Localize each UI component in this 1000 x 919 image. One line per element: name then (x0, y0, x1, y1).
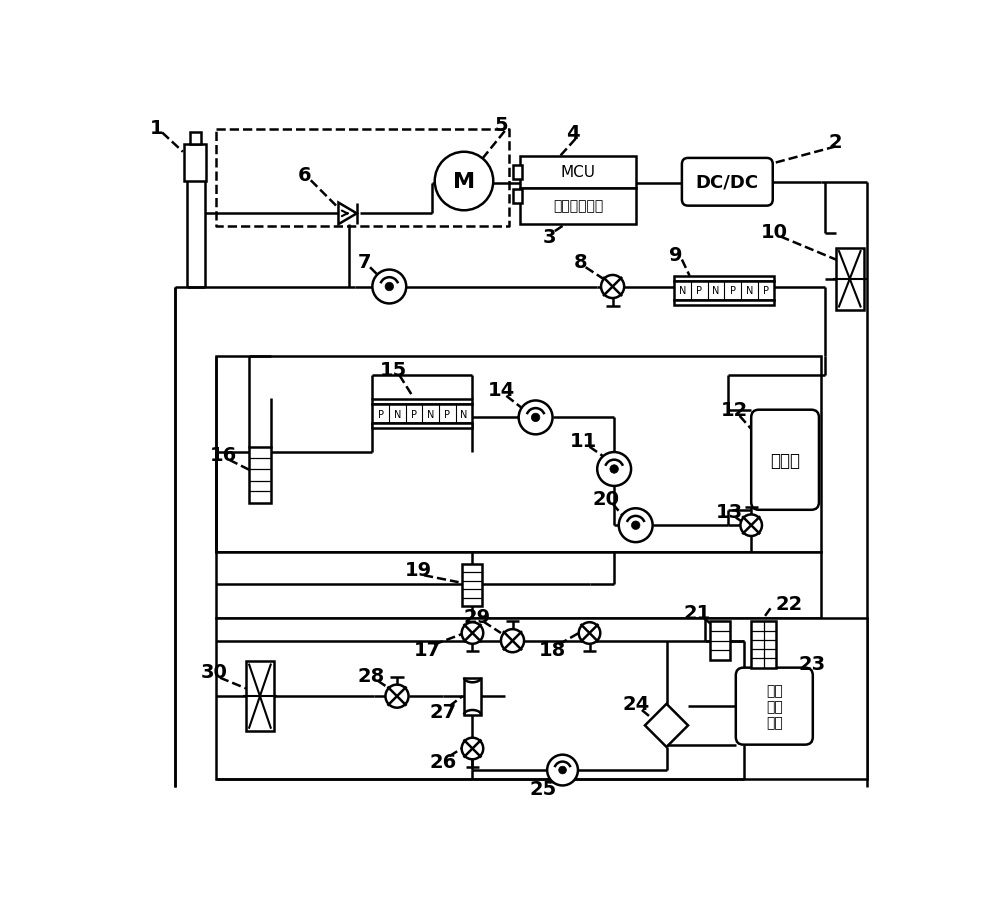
Text: N: N (746, 286, 753, 296)
Text: M: M (453, 172, 475, 192)
Bar (190, 132, 201, 145)
Bar (836, 249, 864, 311)
Text: 27: 27 (430, 702, 457, 721)
Circle shape (531, 414, 540, 422)
Bar (462, 564, 482, 607)
Circle shape (462, 738, 483, 759)
Text: 8: 8 (573, 253, 587, 272)
Text: 23: 23 (798, 654, 826, 674)
Text: 5: 5 (494, 116, 508, 135)
Circle shape (579, 622, 600, 644)
FancyBboxPatch shape (751, 410, 819, 510)
Text: 2: 2 (828, 133, 842, 152)
Circle shape (631, 521, 640, 530)
Text: 26: 26 (430, 753, 457, 771)
Text: 集成式控制器: 集成式控制器 (553, 199, 603, 213)
Text: P: P (444, 409, 450, 419)
Text: 17: 17 (414, 641, 441, 660)
Text: 11: 11 (570, 432, 597, 450)
Bar (216, 618, 867, 779)
Circle shape (740, 515, 762, 537)
Bar (216, 357, 821, 552)
Circle shape (597, 452, 631, 486)
Text: 7: 7 (358, 253, 371, 272)
Text: 13: 13 (716, 503, 743, 521)
Text: N: N (679, 286, 686, 296)
Text: N: N (394, 409, 401, 419)
Circle shape (547, 754, 578, 786)
Bar (520, 188, 636, 225)
Bar (372, 400, 472, 405)
Bar (512, 189, 522, 203)
Bar (674, 301, 774, 306)
Text: 28: 28 (358, 666, 385, 685)
Bar (710, 622, 730, 660)
Text: 22: 22 (776, 595, 803, 614)
Text: 25: 25 (530, 779, 557, 799)
Text: DC/DC: DC/DC (696, 174, 759, 191)
Text: P: P (730, 286, 736, 296)
Bar (520, 156, 636, 188)
FancyBboxPatch shape (682, 159, 773, 207)
Bar (372, 405, 472, 424)
Text: 4: 4 (566, 124, 579, 142)
Text: 20: 20 (593, 489, 620, 508)
Text: 19: 19 (405, 561, 432, 580)
Text: 1: 1 (150, 119, 164, 138)
Text: 29: 29 (464, 607, 491, 626)
Bar (184, 145, 206, 182)
Circle shape (619, 509, 653, 542)
Circle shape (462, 622, 483, 644)
Text: 6: 6 (298, 165, 311, 185)
Text: N: N (712, 286, 720, 296)
Bar (674, 277, 774, 282)
Text: 10: 10 (761, 222, 788, 242)
Text: 18: 18 (539, 641, 566, 660)
Text: N: N (427, 409, 434, 419)
Text: 14: 14 (487, 380, 515, 400)
Text: N: N (460, 409, 468, 419)
Text: 24: 24 (622, 695, 649, 713)
Text: 16: 16 (209, 446, 237, 464)
Circle shape (385, 283, 394, 291)
Text: P: P (411, 409, 417, 419)
Text: P: P (378, 409, 384, 419)
Text: 21: 21 (684, 603, 711, 622)
Circle shape (559, 766, 566, 774)
Bar (464, 678, 481, 715)
Bar (216, 552, 821, 618)
FancyBboxPatch shape (736, 668, 813, 744)
Circle shape (385, 685, 409, 708)
Circle shape (372, 270, 406, 304)
Text: P: P (696, 286, 702, 296)
Bar (674, 282, 774, 301)
Text: 30: 30 (200, 663, 227, 681)
Text: MCU: MCU (560, 165, 595, 180)
Bar (246, 662, 274, 731)
Text: P: P (763, 286, 769, 296)
Circle shape (519, 401, 553, 435)
Bar (512, 165, 522, 179)
Circle shape (435, 153, 493, 211)
Circle shape (601, 276, 624, 299)
Text: 12: 12 (721, 401, 748, 420)
Circle shape (610, 465, 618, 473)
Text: 15: 15 (380, 361, 408, 380)
Text: 电池包: 电池包 (770, 451, 800, 470)
Circle shape (501, 630, 524, 652)
Text: 9: 9 (669, 245, 682, 265)
Bar (751, 622, 776, 668)
Text: 3: 3 (543, 228, 556, 246)
Text: 燃料
电池
电堆: 燃料 电池 电堆 (766, 683, 783, 730)
Bar (372, 424, 472, 428)
Bar (249, 448, 271, 504)
